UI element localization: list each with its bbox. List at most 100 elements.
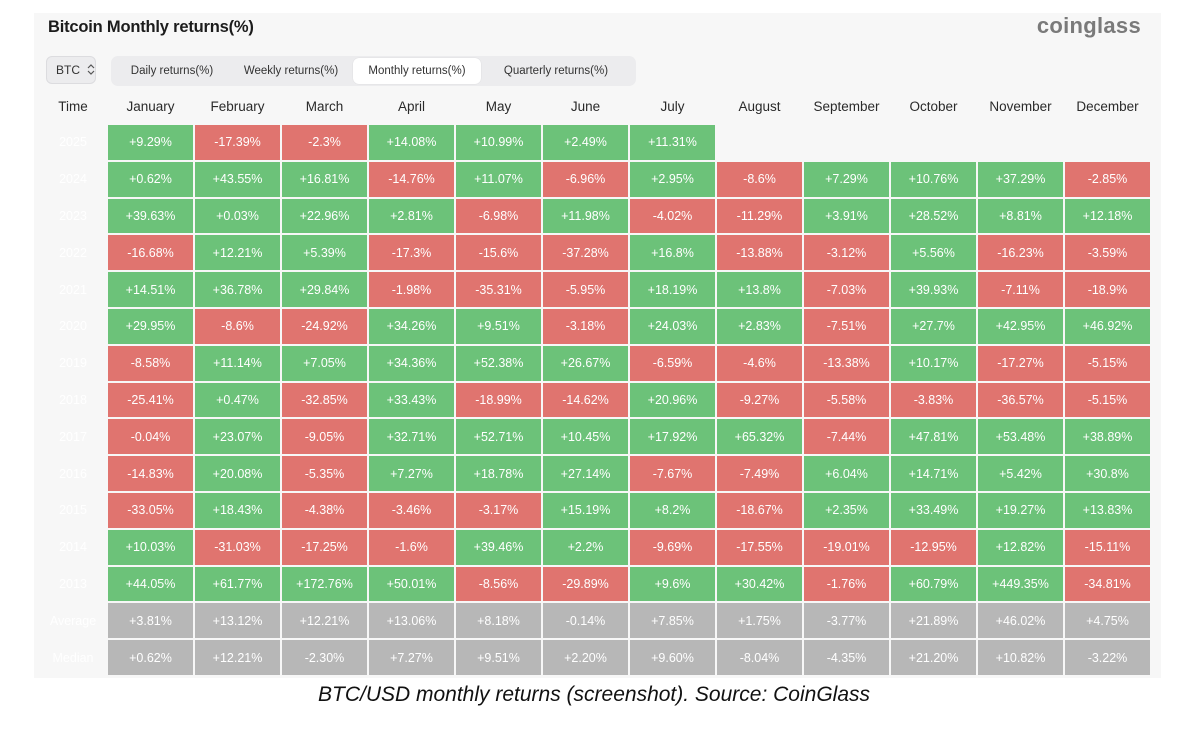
- return-cell[interactable]: +2.35%: [804, 492, 889, 528]
- return-cell[interactable]: +7.05%: [282, 345, 367, 381]
- return-cell[interactable]: -34.81%: [1065, 566, 1150, 602]
- return-cell[interactable]: +18.19%: [630, 272, 715, 307]
- return-cell[interactable]: -29.89%: [543, 566, 628, 602]
- return-cell[interactable]: +14.51%: [108, 272, 193, 307]
- return-cell[interactable]: +43.55%: [195, 161, 280, 197]
- return-cell[interactable]: +50.01%: [369, 566, 454, 602]
- return-cell[interactable]: +12.18%: [1065, 198, 1150, 234]
- return-cell[interactable]: -33.05%: [108, 492, 193, 528]
- return-cell[interactable]: +9.60%: [630, 640, 715, 675]
- return-cell[interactable]: -9.69%: [630, 529, 715, 565]
- return-cell[interactable]: +34.36%: [369, 345, 454, 381]
- return-cell[interactable]: -17.3%: [369, 235, 454, 271]
- return-cell[interactable]: -15.11%: [1065, 529, 1150, 565]
- return-cell[interactable]: -5.15%: [1065, 345, 1150, 381]
- return-cell[interactable]: +2.20%: [543, 640, 628, 675]
- tab-quarterly-returns[interactable]: Quarterly returns(%): [481, 58, 631, 84]
- return-cell[interactable]: +46.02%: [978, 603, 1063, 639]
- return-cell[interactable]: +172.76%: [282, 566, 367, 602]
- return-cell[interactable]: -16.23%: [978, 235, 1063, 271]
- return-cell[interactable]: +61.77%: [195, 566, 280, 602]
- return-cell[interactable]: +2.2%: [543, 529, 628, 565]
- return-cell[interactable]: +6.04%: [804, 456, 889, 491]
- return-cell[interactable]: +12.82%: [978, 529, 1063, 565]
- return-cell[interactable]: -9.27%: [717, 382, 802, 418]
- return-cell[interactable]: +16.8%: [630, 235, 715, 271]
- return-cell[interactable]: +449.35%: [978, 566, 1063, 602]
- return-cell[interactable]: -8.6%: [195, 308, 280, 344]
- return-cell[interactable]: -17.27%: [978, 345, 1063, 381]
- return-cell[interactable]: +18.78%: [456, 456, 541, 491]
- return-cell[interactable]: +2.49%: [543, 125, 628, 160]
- return-cell[interactable]: +9.51%: [456, 640, 541, 675]
- return-cell[interactable]: +3.91%: [804, 198, 889, 234]
- return-cell[interactable]: +9.29%: [108, 125, 193, 160]
- brand-logo[interactable]: coinglass: [1036, 13, 1141, 38]
- return-cell[interactable]: -0.04%: [108, 419, 193, 455]
- return-cell[interactable]: -2.3%: [282, 125, 367, 160]
- return-cell[interactable]: +3.81%: [108, 603, 193, 639]
- return-cell[interactable]: +12.21%: [195, 235, 280, 271]
- return-cell[interactable]: +9.51%: [456, 308, 541, 344]
- return-cell[interactable]: +8.18%: [456, 603, 541, 639]
- return-cell[interactable]: +17.92%: [630, 419, 715, 455]
- return-cell[interactable]: +0.47%: [195, 382, 280, 418]
- return-cell[interactable]: -5.15%: [1065, 382, 1150, 418]
- return-cell[interactable]: -6.59%: [630, 345, 715, 381]
- return-cell[interactable]: -4.6%: [717, 345, 802, 381]
- return-cell[interactable]: +29.84%: [282, 272, 367, 307]
- return-cell[interactable]: +24.03%: [630, 308, 715, 344]
- return-cell[interactable]: +30.8%: [1065, 456, 1150, 491]
- return-cell[interactable]: +7.29%: [804, 161, 889, 197]
- return-cell[interactable]: +52.38%: [456, 345, 541, 381]
- return-cell[interactable]: -3.18%: [543, 308, 628, 344]
- return-cell[interactable]: +8.2%: [630, 492, 715, 528]
- symbol-select[interactable]: BTC: [46, 56, 96, 84]
- return-cell[interactable]: -14.62%: [543, 382, 628, 418]
- return-cell[interactable]: +36.78%: [195, 272, 280, 307]
- return-cell[interactable]: +10.45%: [543, 419, 628, 455]
- return-cell[interactable]: +5.39%: [282, 235, 367, 271]
- return-cell[interactable]: -0.14%: [543, 603, 628, 639]
- return-cell[interactable]: -31.03%: [195, 529, 280, 565]
- return-cell[interactable]: +12.21%: [282, 603, 367, 639]
- return-cell[interactable]: +38.89%: [1065, 419, 1150, 455]
- return-cell[interactable]: +1.75%: [717, 603, 802, 639]
- return-cell[interactable]: +44.05%: [108, 566, 193, 602]
- return-cell[interactable]: +13.12%: [195, 603, 280, 639]
- return-cell[interactable]: -3.59%: [1065, 235, 1150, 271]
- return-cell[interactable]: -24.92%: [282, 308, 367, 344]
- return-cell[interactable]: +7.85%: [630, 603, 715, 639]
- return-cell[interactable]: -9.05%: [282, 419, 367, 455]
- return-cell[interactable]: +30.42%: [717, 566, 802, 602]
- return-cell[interactable]: +19.27%: [978, 492, 1063, 528]
- return-cell[interactable]: -2.30%: [282, 640, 367, 675]
- return-cell[interactable]: +20.08%: [195, 456, 280, 491]
- return-cell[interactable]: +2.95%: [630, 161, 715, 197]
- return-cell[interactable]: -7.67%: [630, 456, 715, 491]
- return-cell[interactable]: +0.62%: [108, 161, 193, 197]
- return-cell[interactable]: +53.48%: [978, 419, 1063, 455]
- return-cell[interactable]: +10.03%: [108, 529, 193, 565]
- return-cell[interactable]: -19.01%: [804, 529, 889, 565]
- return-cell[interactable]: +27.7%: [891, 308, 976, 344]
- return-cell[interactable]: -14.83%: [108, 456, 193, 491]
- return-cell[interactable]: +9.6%: [630, 566, 715, 602]
- return-cell[interactable]: +16.81%: [282, 161, 367, 197]
- return-cell[interactable]: +34.26%: [369, 308, 454, 344]
- return-cell[interactable]: -3.83%: [891, 382, 976, 418]
- return-cell[interactable]: +14.08%: [369, 125, 454, 160]
- return-cell[interactable]: -15.6%: [456, 235, 541, 271]
- return-cell[interactable]: +11.14%: [195, 345, 280, 381]
- return-cell[interactable]: -1.76%: [804, 566, 889, 602]
- return-cell[interactable]: -13.38%: [804, 345, 889, 381]
- return-cell[interactable]: -3.46%: [369, 492, 454, 528]
- return-cell[interactable]: -37.28%: [543, 235, 628, 271]
- return-cell[interactable]: -3.12%: [804, 235, 889, 271]
- return-cell[interactable]: +42.95%: [978, 308, 1063, 344]
- return-cell[interactable]: +11.07%: [456, 161, 541, 197]
- return-cell[interactable]: -1.6%: [369, 529, 454, 565]
- return-cell[interactable]: -4.35%: [804, 640, 889, 675]
- return-cell[interactable]: +33.49%: [891, 492, 976, 528]
- return-cell[interactable]: +15.19%: [543, 492, 628, 528]
